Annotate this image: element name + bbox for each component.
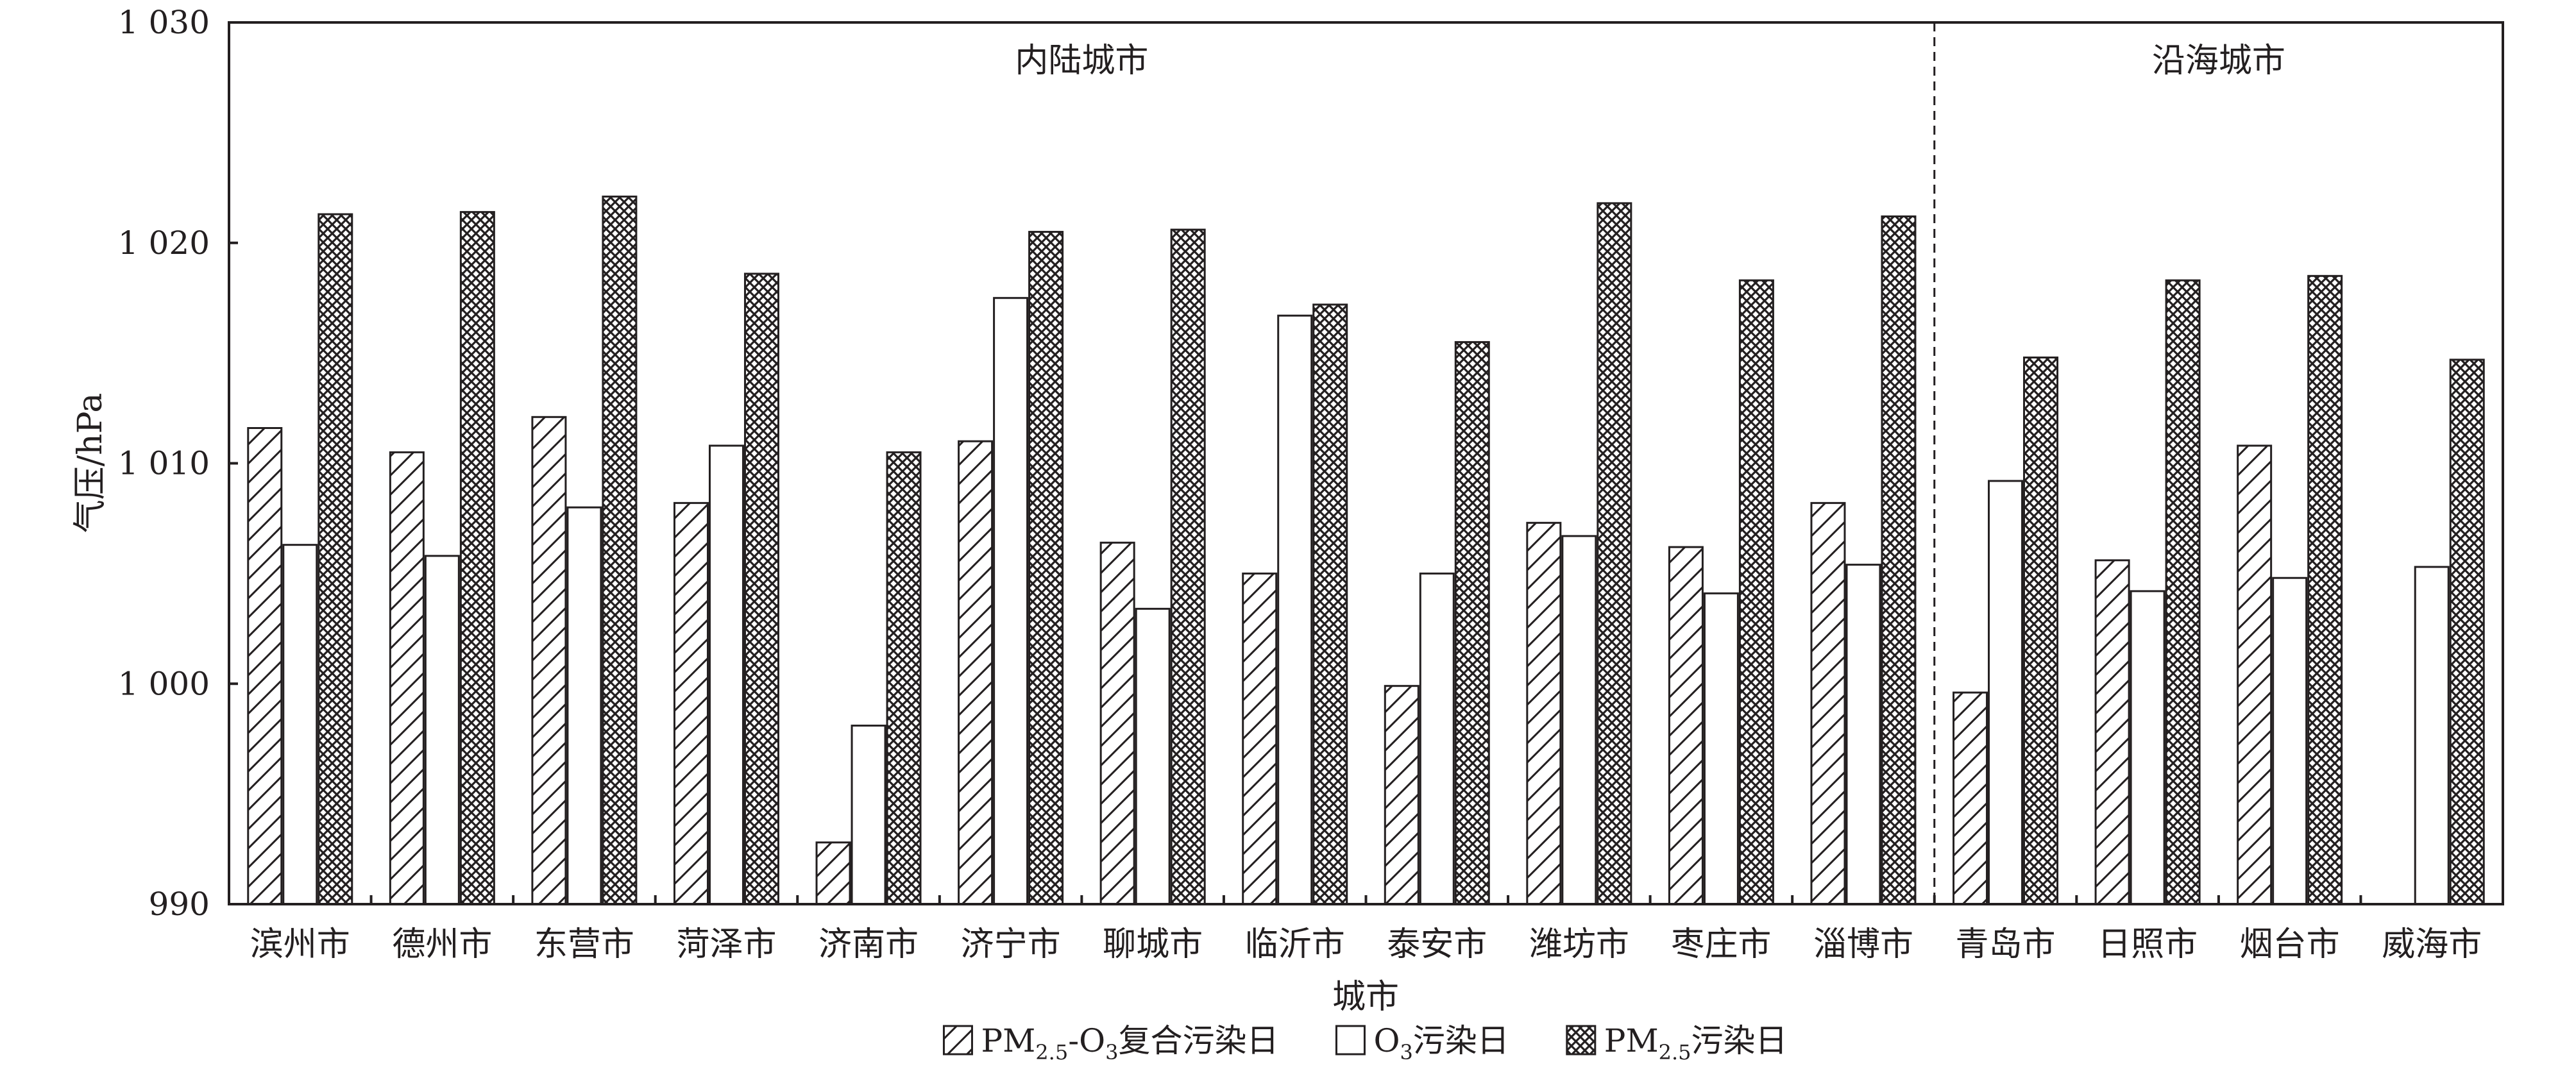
bar-2-16 [2414,566,2450,905]
bar-1-8 [1242,572,1278,905]
bar-1-1 [247,427,283,905]
x-tick-label: 烟台市 [2240,925,2340,964]
bar-1-12 [1810,501,1846,905]
y-axis: 990 1 000 1 010 1 020 1 030 [118,4,238,923]
bar-2-13 [1988,480,2024,905]
bar-3-1 [318,213,353,905]
legend-item: PM2.5污染日 [1566,1022,1788,1064]
x-tick-label: 济南市 [818,925,919,964]
bar-3-7 [1170,228,1206,905]
bar-1-2 [389,451,425,905]
legend: PM2.5-O3复合污染日 O3污染日 PM2.5污染日 [942,1022,1788,1064]
legend-swatch [1335,1025,1366,1056]
bar-1-4 [673,501,709,905]
y-tick-label: 1 020 [118,224,210,262]
x-tick-label: 德州市 [392,925,492,964]
x-tick-label: 威海市 [2382,925,2482,964]
bar-2-4 [708,444,744,905]
legend-item: PM2.5-O3复合污染日 [942,1022,1278,1064]
group-label: 沿海城市 [2152,42,2285,80]
bar-2-3 [566,506,602,905]
bar-2-2 [424,555,460,905]
bar-1-10 [1526,521,1562,905]
legend-label: PM2.5污染日 [1604,1022,1788,1064]
y-tick-label: 1 010 [118,445,210,482]
bar-1-14 [2094,559,2130,905]
bar-1-11 [1668,546,1704,905]
bar-3-10 [1597,202,1632,905]
legend-label: PM2.5-O3复合污染日 [981,1022,1278,1064]
bar-2-10 [1561,535,1597,905]
bar-1-13 [1953,691,1988,905]
x-tick-label: 聊城市 [1103,925,1203,964]
x-tick-label: 东营市 [534,925,634,964]
legend-swatch [942,1025,973,1056]
bars-layer [247,196,2485,905]
bar-3-5 [886,451,922,905]
x-tick-label: 枣庄市 [1671,925,1771,964]
bar-1-5 [815,841,851,905]
bar-2-1 [282,544,318,905]
bar-3-15 [2307,274,2343,905]
bar-2-12 [1845,564,1881,905]
x-axis-title: 城市 [1332,978,1399,1016]
bar-2-9 [1419,572,1455,905]
bar-2-15 [2272,576,2308,905]
bar-1-15 [2237,444,2273,905]
bar-2-6 [993,297,1029,905]
group-annotations: 内陆城市 沿海城市 [1015,22,2285,904]
bar-1-9 [1384,685,1419,905]
group-label: 内陆城市 [1015,42,1148,80]
bar-3-16 [2449,358,2485,905]
x-tick-label: 潍坊市 [1529,925,1629,964]
bar-3-2 [459,211,495,905]
y-tick-label: 1 030 [118,4,210,41]
bar-2-7 [1135,607,1171,905]
bar-2-14 [2130,590,2165,905]
legend-swatch [1566,1025,1597,1056]
bar-1-6 [958,440,994,905]
y-axis-title: 气压/hPa [71,393,110,534]
x-axis: 滨州市 德州市 东营市 菏泽市 济南市 济宁市 聊城市 临沂市 泰安市 潍坊市 枣庄市 淄博市 青岛市 日… [250,895,2482,964]
bar-3-9 [1454,341,1490,905]
legend-item: O3污染日 [1335,1022,1509,1064]
x-tick-label: 菏泽市 [676,925,776,964]
bar-3-14 [2165,279,2201,905]
bar-3-8 [1312,303,1348,905]
bar-3-13 [2023,357,2059,905]
y-tick-label: 1 000 [118,665,210,702]
bar-3-6 [1028,231,1064,905]
y-tick-label: 990 [149,886,210,923]
x-tick-label: 济宁市 [961,925,1061,964]
x-tick-label: 临沂市 [1245,925,1345,964]
bar-2-11 [1703,592,1739,905]
bar-3-11 [1738,279,1774,905]
bar-3-4 [743,273,779,905]
legend-label: O3污染日 [1373,1022,1509,1064]
bar-2-5 [851,725,886,905]
x-tick-label: 滨州市 [250,925,350,964]
x-tick-label: 日照市 [2097,925,2198,964]
bar-3-3 [602,196,638,905]
bar-3-12 [1881,215,1917,905]
bar-1-7 [1099,541,1135,905]
x-tick-label: 泰安市 [1387,925,1487,964]
x-tick-label: 青岛市 [1956,925,2056,964]
bar-2-8 [1277,314,1313,905]
bar-1-3 [531,416,567,905]
x-tick-label: 淄博市 [1813,925,1913,964]
